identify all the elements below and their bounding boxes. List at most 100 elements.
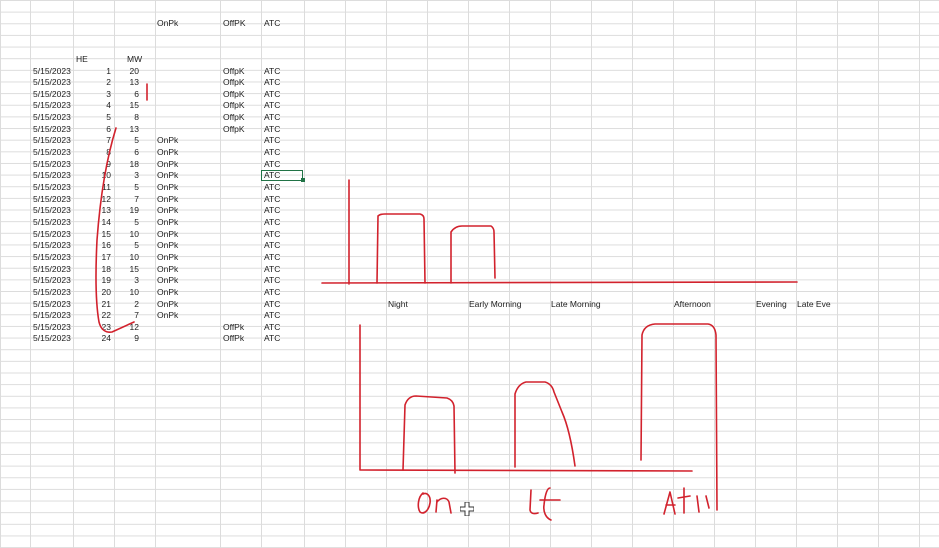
cell-mw[interactable]: 20 [129,65,139,76]
cell-onpk[interactable]: OnPk [157,240,179,251]
cell-date[interactable]: 5/15/2023 [33,275,71,286]
period-late-eve[interactable]: Late Eve [797,299,831,309]
cell-date[interactable]: 5/15/2023 [33,135,71,146]
cell-atc[interactable]: ATC [264,112,281,123]
cell-atc[interactable]: ATC [264,333,281,344]
header-atc[interactable]: ATC [264,18,281,28]
cell-atc[interactable]: ATC [264,263,281,274]
cell-atc[interactable]: ATC [264,310,281,321]
cell-date[interactable]: 5/15/2023 [33,205,71,216]
cell-onpk[interactable]: OnPk [157,193,179,204]
cell-atc[interactable]: ATC [264,251,281,262]
cell-offpk[interactable]: OffpK [223,65,245,76]
cell-atc[interactable]: ATC [264,135,281,146]
cell-atc[interactable]: ATC [264,65,281,76]
cell-mw[interactable]: 3 [134,275,139,286]
cell-he[interactable]: 7 [106,135,111,146]
cell-he[interactable]: 23 [101,321,111,332]
selected-cell-border[interactable] [261,169,303,181]
cell-date[interactable]: 5/15/2023 [33,333,71,344]
cell-offpk[interactable]: OffPk [223,321,245,332]
cell-he[interactable]: 10 [101,170,111,181]
cell-mw[interactable]: 5 [134,182,139,192]
period-late-morning[interactable]: Late Morning [551,299,601,309]
cell-date[interactable]: 5/15/2023 [33,100,71,111]
cell-mw[interactable]: 19 [129,205,139,216]
cell-mw[interactable]: 2 [134,298,139,309]
cell-date[interactable]: 5/15/2023 [33,263,71,274]
cell-offpk[interactable]: OffpK [223,77,245,88]
cell-onpk[interactable]: OnPk [157,216,179,227]
cell-atc[interactable]: ATC [264,275,281,286]
cell-onpk[interactable]: OnPk [157,286,179,297]
cell-date[interactable]: 5/15/2023 [33,170,71,181]
cell-mw[interactable]: 10 [129,286,139,297]
cell-date[interactable]: 5/15/2023 [33,77,71,88]
cell-date[interactable]: 5/15/2023 [33,251,71,262]
cell-date[interactable]: 5/15/2023 [33,123,71,134]
cell-offpk[interactable]: OffpK [223,112,245,123]
cell-onpk[interactable]: OnPk [157,205,179,216]
cell-onpk[interactable]: OnPk [157,135,179,146]
cell-atc[interactable]: ATC [264,240,281,251]
cell-he[interactable]: 9 [106,158,111,169]
cell-he[interactable]: 19 [101,275,111,286]
cell-mw[interactable]: 18 [129,158,139,169]
cell-date[interactable]: 5/15/2023 [33,216,71,227]
cell-onpk[interactable]: OnPk [157,263,179,274]
cell-he[interactable]: 1 [106,65,111,76]
cell-mw[interactable]: 12 [129,321,139,332]
cell-onpk[interactable]: OnPk [157,251,179,262]
period-evening[interactable]: Evening [756,299,787,309]
cell-date[interactable]: 5/15/2023 [33,88,71,99]
cell-he[interactable]: 11 [102,182,111,192]
cell-atc[interactable]: ATC [264,182,281,192]
cell-onpk[interactable]: OnPk [157,158,179,169]
header-he[interactable]: HE [76,54,88,64]
cell-onpk[interactable]: OnPk [157,182,179,192]
header-onpk[interactable]: OnPk [157,18,179,28]
cell-atc[interactable]: ATC [264,123,281,134]
cell-mw[interactable]: 10 [129,251,139,262]
cell-date[interactable]: 5/15/2023 [33,158,71,169]
cell-atc[interactable]: ATC [264,216,281,227]
cell-mw[interactable]: 13 [129,123,139,134]
cell-mw[interactable]: 15 [129,100,139,111]
cell-atc[interactable]: ATC [264,77,281,88]
cell-he[interactable]: 15 [101,228,111,239]
cell-he[interactable]: 8 [106,147,111,158]
cell-atc[interactable]: ATC [264,286,281,297]
cell-atc[interactable]: ATC [264,321,281,332]
cell-he[interactable]: 3 [106,88,111,99]
cell-onpk[interactable]: OnPk [157,310,179,321]
cell-atc[interactable]: ATC [264,298,281,309]
cell-mw[interactable]: 13 [129,77,139,88]
cell-date[interactable]: 5/15/2023 [33,65,71,76]
cell-date[interactable]: 5/15/2023 [33,193,71,204]
cell-offpk[interactable]: OffPk [223,333,245,344]
cell-onpk[interactable]: OnPk [157,228,179,239]
cell-he[interactable]: 17 [101,251,111,262]
cell-offpk[interactable]: OffpK [223,100,245,111]
fill-handle[interactable] [301,178,305,182]
cell-mw[interactable]: 8 [134,112,139,123]
cell-he[interactable]: 24 [101,333,111,344]
cell-date[interactable]: 5/15/2023 [33,112,71,123]
cell-onpk[interactable]: OnPk [157,275,179,286]
cell-atc[interactable]: ATC [264,158,281,169]
period-night[interactable]: Night [388,299,408,309]
cell-he[interactable]: 21 [101,298,111,309]
cell-date[interactable]: 5/15/2023 [33,228,71,239]
cell-date[interactable]: 5/15/2023 [33,147,71,158]
header-mw[interactable]: MW [127,54,143,64]
cell-he[interactable]: 5 [106,112,111,123]
cell-he[interactable]: 18 [101,263,111,274]
cell-he[interactable]: 22 [101,310,111,321]
cell-he[interactable]: 20 [101,286,111,297]
cell-he[interactable]: 16 [101,240,111,251]
cell-onpk[interactable]: OnPk [157,147,179,158]
cell-mw[interactable]: 7 [134,310,139,321]
cell-date[interactable]: 5/15/2023 [33,240,71,251]
cell-offpk[interactable]: OffpK [223,88,245,99]
cell-he[interactable]: 6 [106,123,111,134]
